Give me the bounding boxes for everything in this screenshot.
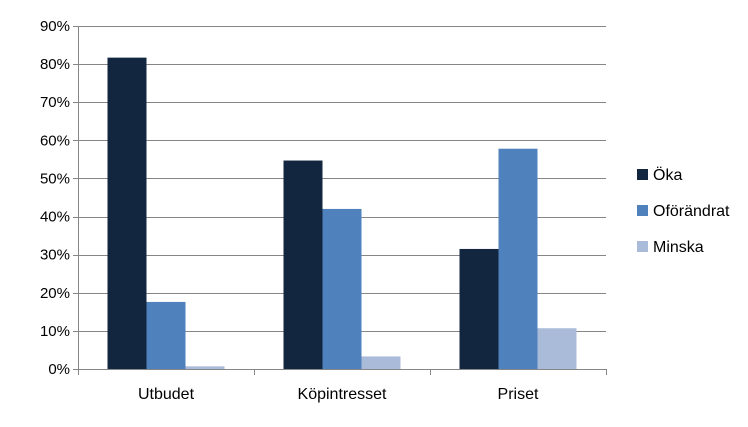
- bars: [107, 57, 577, 369]
- y-axis-ticks: 0% 10% 20% 30% 40% 50% 60% 70% 80% 90%: [40, 18, 70, 378]
- bar-2-2: [537, 328, 577, 369]
- x-category-label: Priset: [498, 386, 539, 403]
- legend-label: Oförändrat: [653, 203, 730, 220]
- axes: [73, 26, 607, 375]
- y-tick-label: 90%: [40, 18, 70, 35]
- bar-1-1: [322, 208, 362, 369]
- bar-2-0: [459, 248, 499, 369]
- grid-lines: [78, 26, 606, 332]
- legend-label: Öka: [653, 166, 682, 184]
- legend-swatch: [637, 205, 648, 216]
- y-tick-label: 80%: [40, 56, 70, 73]
- category-labels: Utbudet Köpintresset Priset: [138, 386, 539, 403]
- bar-0-1: [146, 301, 186, 369]
- legend-swatch: [637, 241, 648, 252]
- y-tick-label: 30%: [40, 247, 70, 264]
- y-tick-label: 50%: [40, 170, 70, 187]
- bar-1-0: [283, 160, 323, 369]
- x-category-label: Utbudet: [138, 386, 195, 403]
- legend-label: Minska: [653, 239, 704, 256]
- bar-2-1: [498, 148, 538, 369]
- legend: Öka Oförändrat Minska: [637, 166, 730, 256]
- y-tick-label: 20%: [40, 285, 70, 302]
- y-tick-label: 0%: [48, 361, 70, 378]
- bar-0-0: [107, 57, 147, 369]
- legend-swatch: [637, 169, 648, 180]
- y-tick-label: 40%: [40, 209, 70, 226]
- y-tick-label: 10%: [40, 323, 70, 340]
- y-tick-label: 60%: [40, 132, 70, 149]
- bar-0-2: [185, 366, 225, 369]
- y-tick-label: 70%: [40, 94, 70, 111]
- bar-1-2: [361, 356, 401, 369]
- x-category-label: Köpintresset: [298, 386, 387, 403]
